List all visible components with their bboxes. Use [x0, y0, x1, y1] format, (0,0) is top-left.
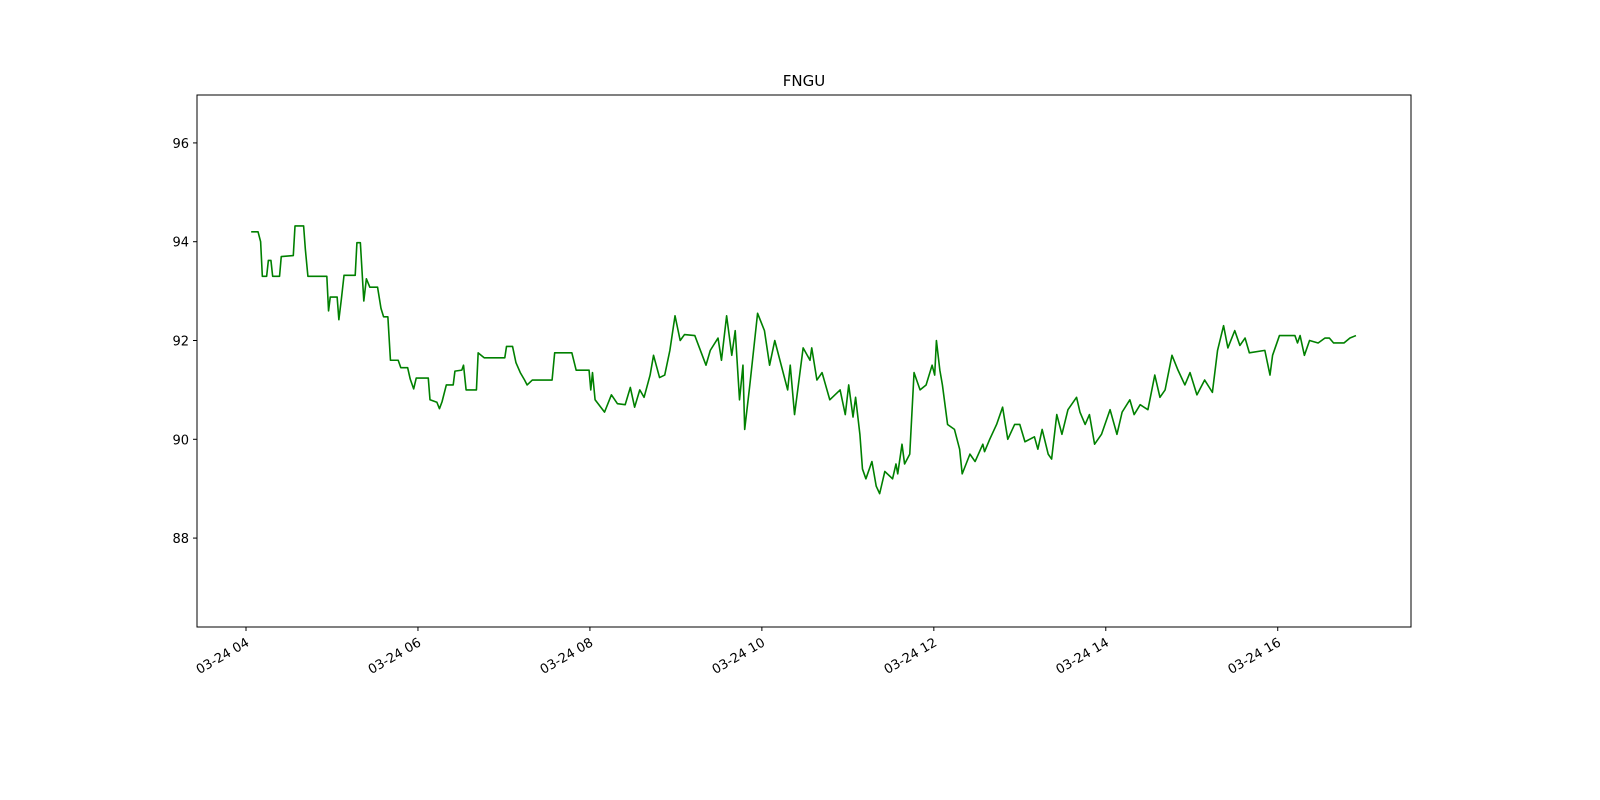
y-tick-label: 90 [172, 433, 189, 448]
y-tick-label: 96 [172, 137, 189, 152]
chart-title: FNGU [783, 72, 825, 90]
axes-frame [196, 94, 1412, 628]
y-tick-label: 94 [172, 236, 189, 251]
y-tick-label: 92 [172, 335, 189, 350]
price-line [251, 225, 1357, 495]
y-tick-label: 88 [172, 532, 189, 547]
